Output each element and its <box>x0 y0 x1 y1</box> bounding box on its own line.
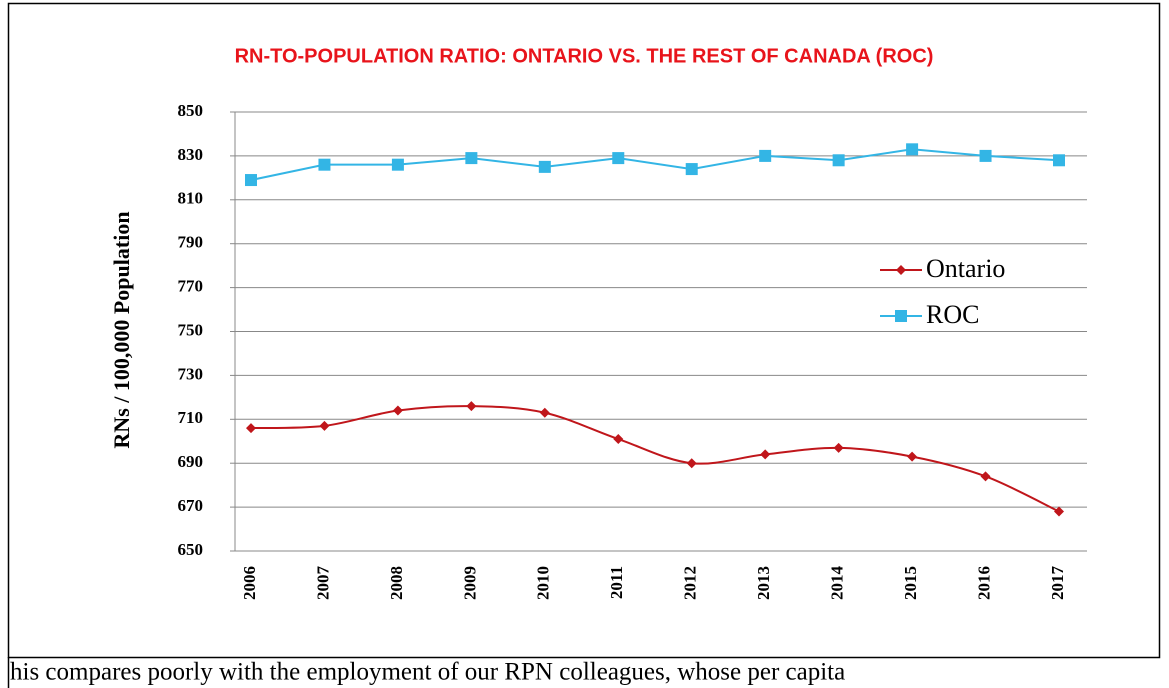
marker <box>612 152 625 165</box>
marker <box>539 407 550 418</box>
marker <box>1054 506 1064 517</box>
marker <box>895 310 907 322</box>
marker <box>391 158 404 171</box>
chart-title: RN-TO-POPULATION RATIO: ONTARIO VS. THE … <box>235 45 934 67</box>
x-tick-label: 2006 <box>240 566 259 600</box>
y-tick-label: 670 <box>178 496 204 515</box>
marker <box>318 158 331 171</box>
y-tick-label: 730 <box>178 364 204 383</box>
legend-label: Ontario <box>926 254 1005 283</box>
marker <box>980 471 991 482</box>
x-tick-label: 2008 <box>387 566 406 600</box>
legend-label: ROC <box>926 300 979 329</box>
marker <box>246 423 256 434</box>
y-tick-label: 750 <box>178 320 204 339</box>
marker <box>907 451 918 462</box>
y-tick-label: 710 <box>178 408 204 427</box>
y-axis-label: RNs / 100,000 Population <box>109 211 134 448</box>
marker <box>465 152 478 165</box>
marker <box>319 420 330 431</box>
x-tick-label: 2009 <box>460 566 479 600</box>
marker <box>245 174 257 187</box>
y-tick-label: 850 <box>178 101 204 120</box>
marker <box>613 434 624 445</box>
y-tick-label: 650 <box>178 540 204 559</box>
marker <box>760 449 771 460</box>
marker <box>759 149 772 162</box>
marker <box>1053 154 1065 167</box>
y-tick-label: 830 <box>178 145 204 164</box>
x-tick-label: 2007 <box>313 566 332 601</box>
marker <box>538 160 551 173</box>
marker <box>685 163 698 176</box>
marker <box>392 405 403 416</box>
marker <box>686 458 697 469</box>
marker <box>833 442 844 453</box>
x-tick-label: 2014 <box>828 566 847 601</box>
series-line <box>250 148 1060 182</box>
chart-border <box>7 2 1161 659</box>
marker <box>832 154 845 167</box>
x-tick-label: 2011 <box>607 566 626 599</box>
x-tick-label: 2013 <box>754 566 773 600</box>
y-tick-label: 810 <box>178 189 204 208</box>
x-tick-label: 2015 <box>901 566 920 600</box>
x-tick-label: 2017 <box>1048 566 1067 601</box>
caption-text: his compares poorly with the employment … <box>10 659 845 686</box>
marker <box>896 265 906 275</box>
y-tick-label: 770 <box>178 277 204 296</box>
x-tick-label: 2010 <box>534 566 553 600</box>
marker <box>466 401 477 412</box>
x-tick-label: 2016 <box>974 566 993 600</box>
marker <box>906 143 919 156</box>
series-line <box>250 405 1060 513</box>
y-tick-label: 790 <box>178 233 204 252</box>
x-tick-label: 2012 <box>681 566 700 600</box>
y-tick-label: 690 <box>178 452 204 471</box>
marker <box>979 149 992 162</box>
